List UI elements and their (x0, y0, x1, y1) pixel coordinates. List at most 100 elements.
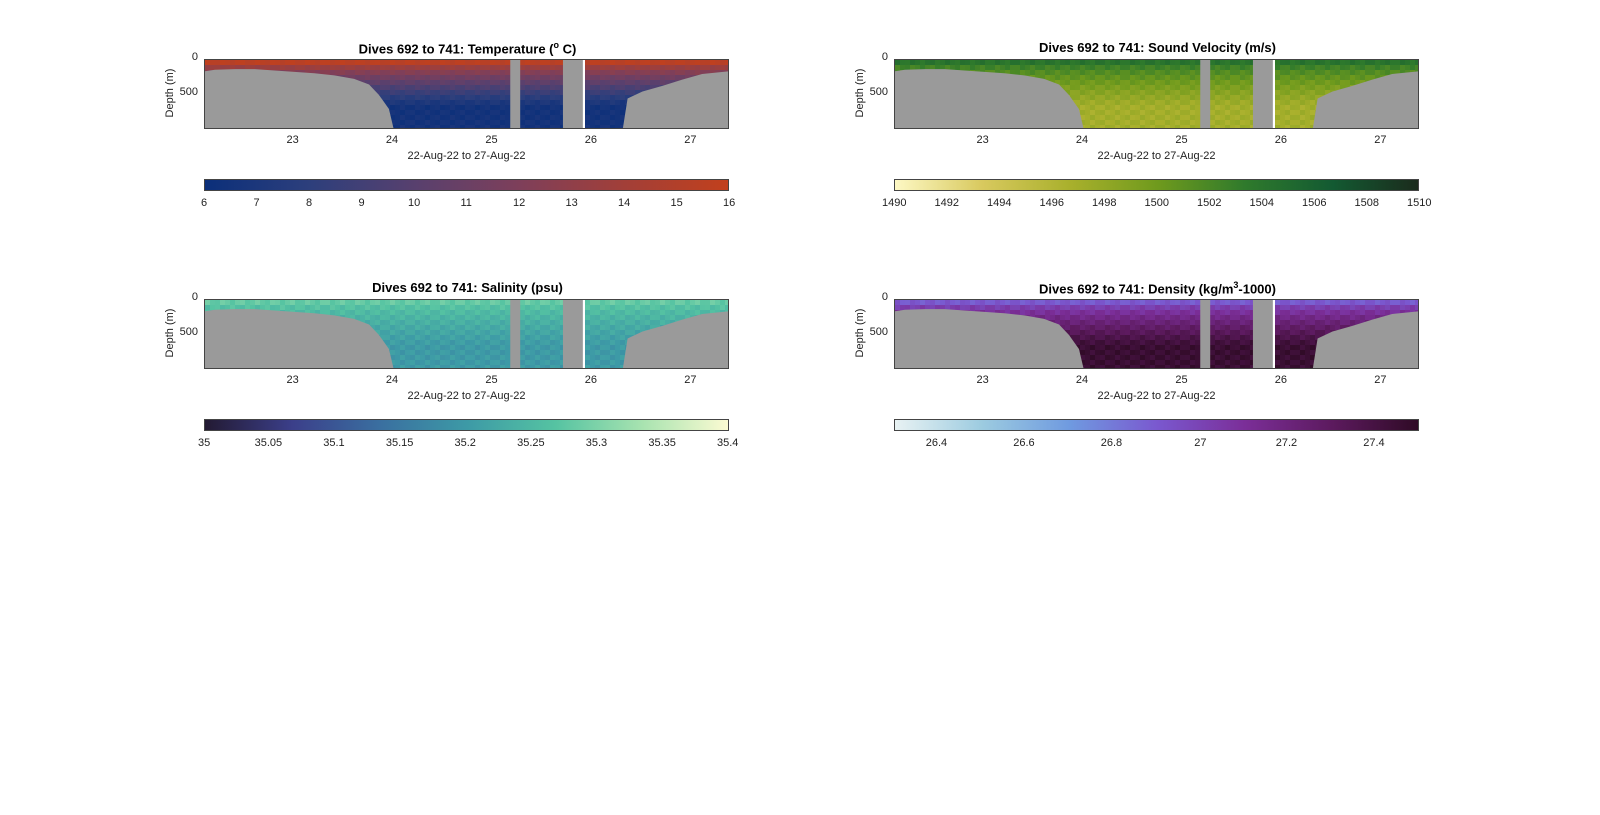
heatmap-cell (540, 325, 546, 331)
heatmap-cell (1170, 100, 1176, 106)
heatmap-cell (400, 325, 406, 331)
heatmap-cell (1105, 80, 1111, 86)
heatmap-cell (1105, 315, 1111, 321)
heatmap-cell (525, 80, 531, 86)
heatmap-cell (1180, 70, 1186, 76)
heatmap-cell (1160, 60, 1166, 66)
heatmap-cell (530, 125, 536, 128)
heatmap-cell (1075, 315, 1081, 321)
heatmap-cell (425, 310, 431, 316)
heatmap-cell (390, 360, 396, 366)
heatmap-cell (685, 75, 691, 81)
heatmap-cell (480, 90, 486, 96)
heatmap-cell (1115, 95, 1121, 101)
heatmap-cell (600, 335, 606, 341)
heatmap-cell (500, 95, 506, 101)
heatmap-cell (1120, 100, 1126, 106)
heatmap-cell (1240, 80, 1246, 86)
heatmap-cell (445, 315, 451, 321)
heatmap-cell (1365, 70, 1371, 76)
heatmap-cell (215, 65, 221, 71)
heatmap-cell (1285, 115, 1291, 121)
heatmap-cell (1305, 75, 1311, 81)
heatmap-cell (1170, 75, 1176, 81)
x-tick-label: 23 (286, 134, 299, 146)
heatmap-cell (915, 60, 921, 66)
heatmap-cell (450, 100, 456, 106)
y-axis-label: Depth (m) (164, 68, 176, 118)
heatmap-cell (1145, 305, 1151, 311)
heatmap-cell (470, 330, 476, 336)
heatmap-cell (405, 340, 411, 346)
heatmap-cell (430, 320, 436, 326)
heatmap-cell (950, 300, 956, 306)
heatmap-cell (370, 85, 376, 91)
heatmap-cell (1120, 85, 1126, 91)
heatmap-cell (260, 60, 266, 66)
heatmap-cell (1335, 70, 1341, 76)
heatmap-cell (545, 75, 551, 81)
heatmap-cell (1115, 90, 1121, 96)
heatmap-cell (545, 125, 551, 128)
heatmap-cell (1085, 125, 1091, 128)
heatmap-cell (1090, 330, 1096, 336)
heatmap-cell (395, 75, 401, 81)
heatmap-cell (405, 350, 411, 356)
heatmap-cell (500, 345, 506, 351)
heatmap-cell (425, 105, 431, 111)
heatmap-cell (305, 300, 311, 306)
heatmap-cell (535, 365, 541, 368)
heatmap-cell (645, 310, 651, 316)
heatmap-cell (1180, 120, 1186, 126)
heatmap-cell (505, 350, 511, 356)
heatmap-cell (590, 305, 596, 311)
heatmap-cell (490, 345, 496, 351)
heatmap-cell (1285, 65, 1291, 71)
heatmap-cell (625, 300, 631, 306)
heatmap-cell (445, 110, 451, 116)
heatmap-cell (410, 100, 416, 106)
heatmap-cell (1075, 320, 1081, 326)
heatmap-cell (1125, 305, 1131, 311)
heatmap-cell (1210, 95, 1216, 101)
heatmap-cell (425, 85, 431, 91)
heatmap-cell (375, 325, 381, 331)
heatmap-cell (615, 60, 621, 66)
heatmap-cell (530, 120, 536, 126)
heatmap-cell (1120, 335, 1126, 341)
heatmap-cell (360, 315, 366, 321)
heatmap-cell (480, 120, 486, 126)
colorbar (204, 179, 729, 191)
heatmap-cell (1135, 105, 1141, 111)
heatmap-cell (555, 310, 561, 316)
heatmap-cell (400, 315, 406, 321)
heatmap-cell (1065, 60, 1071, 66)
heatmap-cell (620, 110, 626, 116)
heatmap-cell (410, 310, 416, 316)
heatmap-cell (1185, 100, 1191, 106)
heatmap-cell (430, 325, 436, 331)
heatmap-cell (395, 85, 401, 91)
heatmap-cell (400, 65, 406, 71)
heatmap-cell (1100, 60, 1106, 66)
heatmap-cell (445, 355, 451, 361)
heatmap-cell (420, 120, 426, 126)
heatmap-cell (465, 75, 471, 81)
heatmap-cell (1110, 345, 1116, 351)
heatmap-cell (400, 80, 406, 86)
x-tick-label: 24 (1075, 134, 1089, 146)
heatmap-cell (500, 340, 506, 346)
heatmap-cell (585, 325, 591, 331)
heatmap-cell (615, 315, 621, 321)
heatmap-cell (1220, 75, 1226, 81)
heatmap-cell (380, 305, 386, 311)
heatmap-cell (485, 310, 491, 316)
heatmap-cell (1100, 310, 1106, 316)
heatmap-cell (1125, 320, 1131, 326)
heatmap-cell (1335, 85, 1341, 91)
heatmap-cell (1065, 330, 1071, 336)
heatmap-cell (1195, 125, 1201, 128)
heatmap-cell (1170, 120, 1176, 126)
heatmap-cell (1100, 315, 1106, 321)
heatmap-cell (705, 70, 711, 76)
